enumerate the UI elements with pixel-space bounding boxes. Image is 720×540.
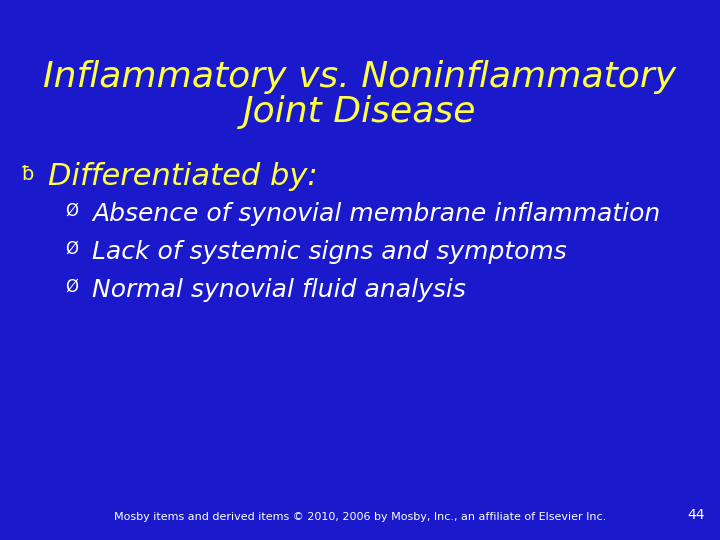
Text: Ø: Ø: [65, 278, 78, 296]
Text: Inflammatory vs. Noninflammatory: Inflammatory vs. Noninflammatory: [43, 60, 677, 94]
Text: Ø: Ø: [65, 202, 78, 220]
Text: 44: 44: [688, 508, 705, 522]
Text: Differentiated by:: Differentiated by:: [48, 162, 318, 191]
Text: ƀ: ƀ: [22, 165, 35, 184]
Text: Joint Disease: Joint Disease: [243, 95, 477, 129]
Text: Mosby items and derived items © 2010, 2006 by Mosby, Inc., an affiliate of Elsev: Mosby items and derived items © 2010, 20…: [114, 512, 606, 522]
Text: Absence of synovial membrane inflammation: Absence of synovial membrane inflammatio…: [92, 202, 660, 226]
Text: Lack of systemic signs and symptoms: Lack of systemic signs and symptoms: [92, 240, 567, 264]
Text: Normal synovial fluid analysis: Normal synovial fluid analysis: [92, 278, 466, 302]
Text: Ø: Ø: [65, 240, 78, 258]
